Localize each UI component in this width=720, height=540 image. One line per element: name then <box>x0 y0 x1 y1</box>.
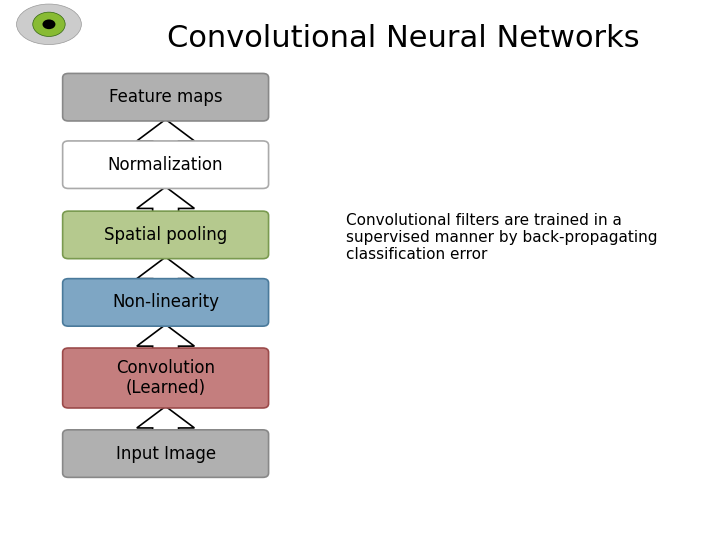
Text: Convolutional filters are trained in a
supervised manner by back-propagating
cla: Convolutional filters are trained in a s… <box>346 213 657 262</box>
FancyBboxPatch shape <box>63 141 269 188</box>
FancyBboxPatch shape <box>63 211 269 259</box>
Text: Normalization: Normalization <box>108 156 223 174</box>
Polygon shape <box>137 257 194 280</box>
Polygon shape <box>137 187 194 213</box>
Ellipse shape <box>17 4 81 45</box>
FancyBboxPatch shape <box>63 348 269 408</box>
FancyBboxPatch shape <box>63 279 269 326</box>
Text: Input Image: Input Image <box>115 444 216 463</box>
FancyBboxPatch shape <box>63 73 269 121</box>
Polygon shape <box>137 119 194 143</box>
Text: Non-linearity: Non-linearity <box>112 293 219 312</box>
Text: Convolution
(Learned): Convolution (Learned) <box>116 359 215 397</box>
Circle shape <box>33 12 65 37</box>
FancyBboxPatch shape <box>63 430 269 477</box>
Text: Feature maps: Feature maps <box>109 88 222 106</box>
Text: Spatial pooling: Spatial pooling <box>104 226 228 244</box>
Polygon shape <box>137 406 194 431</box>
Circle shape <box>42 19 55 29</box>
Polygon shape <box>137 325 194 350</box>
Text: Convolutional Neural Networks: Convolutional Neural Networks <box>167 24 639 53</box>
